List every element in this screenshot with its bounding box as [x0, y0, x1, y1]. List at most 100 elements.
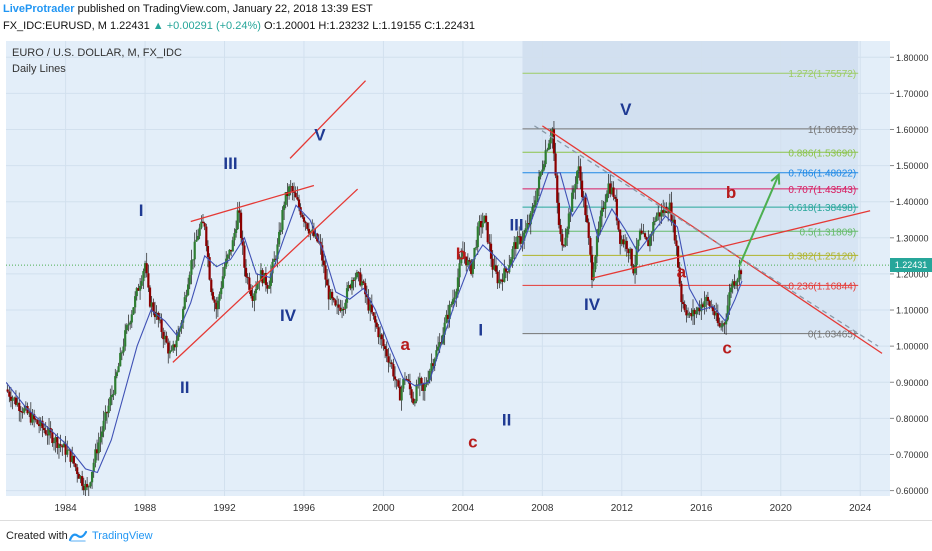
- candle-up: [127, 324, 130, 326]
- chart-symbol-title: EURO / U.S. DOLLAR, M, FX_IDC: [12, 47, 182, 59]
- candle-up: [721, 323, 724, 327]
- candle-up: [369, 304, 372, 311]
- candle-up: [450, 304, 453, 306]
- candle-up: [542, 164, 546, 170]
- candle-down: [294, 192, 297, 198]
- candle-up: [254, 288, 258, 294]
- tradingview-brand[interactable]: TradingView: [92, 530, 153, 542]
- candle-down: [201, 221, 205, 224]
- candle-up: [428, 370, 431, 381]
- candle-up: [516, 236, 519, 249]
- candle-up: [638, 230, 642, 240]
- candle-up: [509, 259, 513, 266]
- candle-up: [221, 276, 224, 288]
- candle-down: [397, 380, 400, 387]
- time-axis[interactable]: 1984 1988 1992 1996 2000 2004 2008 2012 2016 2020…: [6, 496, 890, 520]
- candle-up: [185, 294, 188, 298]
- candle-up: [355, 272, 359, 278]
- candle-down: [307, 228, 311, 234]
- candle-up: [195, 239, 198, 242]
- candle-down: [206, 246, 210, 258]
- candle-up: [287, 186, 291, 197]
- candle-up: [736, 279, 739, 283]
- candle-down: [302, 217, 306, 222]
- candle-down: [489, 243, 493, 259]
- candle-down: [410, 389, 413, 399]
- candle-down: [701, 304, 705, 307]
- candle-down: [690, 313, 693, 317]
- candle-up: [186, 284, 190, 295]
- candle-down: [640, 230, 643, 234]
- candle-up: [28, 412, 31, 414]
- candle-down: [465, 256, 468, 266]
- candle-down: [585, 215, 589, 223]
- candle-down: [739, 270, 743, 275]
- candle-down: [432, 363, 435, 366]
- trendline: [190, 184, 315, 223]
- candle-down: [370, 304, 373, 313]
- candle-down: [377, 327, 380, 338]
- author-link[interactable]: LiveProtrader: [3, 3, 75, 15]
- time-tick-label: 2024: [849, 503, 872, 514]
- candle-up: [531, 207, 534, 214]
- candle-down: [304, 221, 307, 224]
- wave-label: V: [620, 100, 632, 119]
- candle-up: [725, 319, 728, 325]
- candle-up: [278, 231, 281, 245]
- candle-up: [178, 328, 181, 332]
- candle-down: [230, 249, 233, 252]
- candle-up: [592, 269, 595, 281]
- candle-up: [335, 304, 339, 306]
- candle-up: [720, 326, 723, 328]
- candle-down: [306, 223, 309, 229]
- candle-up: [163, 335, 167, 340]
- candle-up: [120, 352, 123, 354]
- candle-down: [69, 449, 72, 462]
- candle-up: [66, 450, 69, 455]
- price-tick-label: 0.70000: [896, 450, 929, 460]
- time-tick-label: 2000: [372, 503, 395, 514]
- candle-down: [173, 344, 176, 348]
- candle-up: [138, 285, 142, 291]
- candle-up: [734, 282, 738, 286]
- candle-down: [38, 424, 41, 427]
- candle-up: [402, 379, 405, 389]
- wave-label: a: [401, 335, 411, 354]
- wave-label: III: [223, 154, 237, 173]
- candle-down: [398, 386, 402, 401]
- symbol-info: FX_IDC:EURUSD, M 1.22431: [3, 20, 153, 32]
- candle-down: [680, 283, 683, 303]
- chart-plot-area[interactable]: 1.272(1.75572) 1(1.60153) 0.886(1.53690) 0.…: [6, 41, 890, 496]
- candle-down: [296, 197, 299, 200]
- candle-down: [580, 180, 584, 197]
- candle-down: [681, 302, 685, 305]
- candle-up: [549, 138, 552, 144]
- candle-up: [233, 233, 236, 241]
- candle-down: [693, 309, 696, 315]
- candle-up: [400, 388, 403, 401]
- candle-up: [90, 471, 94, 483]
- candle-up: [652, 221, 655, 234]
- candle-down: [74, 463, 77, 468]
- candle-down: [552, 129, 556, 154]
- candle-up: [642, 233, 645, 235]
- candle-up: [268, 285, 271, 289]
- candle-down: [501, 279, 504, 282]
- candle-up: [523, 232, 526, 241]
- candle-down: [496, 271, 499, 284]
- candle-down: [609, 183, 612, 194]
- ohlc-values: O:1.20001 H:1.23232 L:1.19155 C:1.22431: [260, 20, 475, 32]
- candle-up: [705, 296, 708, 302]
- candle-up: [438, 342, 441, 347]
- candle-up: [413, 401, 416, 404]
- candle-down: [446, 314, 450, 320]
- candle-up: [89, 482, 92, 487]
- candle-down: [349, 285, 352, 289]
- candle-down: [331, 291, 334, 299]
- publish-line: LiveProtrader published on TradingView.c…: [3, 3, 373, 15]
- candle-up: [57, 444, 61, 448]
- candle-down: [297, 199, 301, 208]
- candle-up: [279, 229, 282, 232]
- candle-up: [84, 483, 87, 491]
- candle-up: [220, 287, 223, 295]
